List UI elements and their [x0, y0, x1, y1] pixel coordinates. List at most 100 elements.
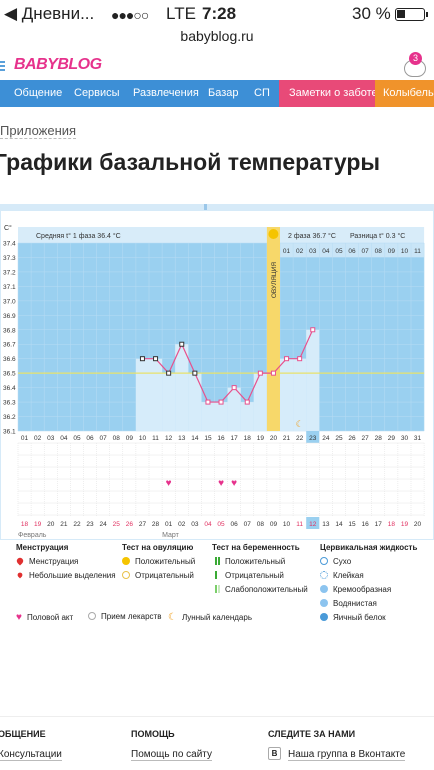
- intercourse-heart-icon: ♥: [231, 478, 237, 489]
- cycle-day-label: 16: [217, 435, 225, 442]
- horizontal-scrollbar[interactable]: [0, 204, 434, 210]
- phase2-day-label: 02: [296, 248, 304, 255]
- month-label: Март: [162, 532, 180, 539]
- drop-filled-icon: [320, 613, 328, 621]
- calendar-date-label: 25: [113, 521, 121, 528]
- address-bar[interactable]: babyblog.ru: [180, 28, 254, 44]
- cycle-day-label: 02: [34, 435, 42, 442]
- cycle-day-label: 17: [231, 435, 239, 442]
- y-tick-label: 36.9: [3, 313, 16, 320]
- back-to-app-link[interactable]: ◀ Дневни...: [4, 4, 95, 23]
- calendar-date-label: 16: [362, 521, 370, 528]
- moon-icon: ☾: [168, 612, 177, 623]
- ovulation-band: [266, 227, 280, 431]
- intercourse-heart-icon: ♥: [218, 478, 224, 489]
- clock: 7:28: [202, 4, 237, 23]
- calendar-date-label: 24: [100, 521, 108, 528]
- calendar-date-label: 08: [257, 521, 265, 528]
- temperature-column: [306, 329, 320, 431]
- legend-preg-positive: Положительный: [212, 557, 285, 566]
- phase2-day-label: 04: [322, 248, 330, 255]
- nav-item-services[interactable]: Сервисы: [74, 87, 120, 99]
- footer-link-help[interactable]: Помощь по сайту: [131, 749, 212, 761]
- cycle-day-label: 31: [414, 435, 422, 442]
- calendar-date-label: 05: [217, 521, 225, 528]
- y-tick-label: 36.7: [3, 342, 16, 349]
- y-tick-label: 36.1: [3, 429, 16, 436]
- phase2-day-label: 09: [388, 248, 396, 255]
- legend-medication: Прием лекарств: [88, 612, 161, 621]
- calendar-date-label: 28: [152, 521, 160, 528]
- temperature-column: [227, 387, 241, 431]
- temperature-column: [175, 344, 189, 431]
- month-label: Февраль: [18, 532, 47, 539]
- cycle-day-label: 26: [348, 435, 356, 442]
- nav-item-care-notes[interactable]: Заметки о заботе: [279, 80, 378, 107]
- temperature-column: [240, 402, 254, 431]
- cycle-day-label: 01: [21, 435, 29, 442]
- cycle-day-label: 22: [296, 435, 304, 442]
- site-logo[interactable]: BABYBLOG: [14, 56, 102, 73]
- calendar-date-label: 11: [296, 521, 303, 528]
- footer-col-communication-title: ОБЩЕНИЕ: [0, 729, 46, 739]
- legend-cervical-creamy: Кремообразная: [320, 585, 391, 594]
- nav-item-bazaar[interactable]: Базар: [208, 87, 239, 99]
- ovulation-sun-icon: [268, 229, 279, 239]
- two-lines-icon: [215, 557, 217, 565]
- temperature-point: [284, 356, 290, 362]
- y-tick-label: 36.6: [3, 356, 16, 363]
- notification-badge: 3: [409, 52, 422, 65]
- phase2-day-label: 08: [375, 248, 383, 255]
- today-date-highlight: [306, 517, 320, 529]
- y-tick-label: 36.3: [3, 400, 16, 407]
- temperature-point: [192, 370, 198, 376]
- phase2-day-label: 07: [362, 248, 370, 255]
- temperature-point: [179, 341, 185, 347]
- signal-strength-icon: ●●●○○: [111, 7, 149, 23]
- y-tick-label: 37.3: [3, 255, 16, 262]
- nav-item-entertainment[interactable]: Развлечения: [133, 87, 199, 99]
- vk-icon[interactable]: B: [268, 747, 281, 760]
- battery-percent: 30 %: [352, 4, 391, 23]
- y-tick-label: 36.5: [3, 371, 16, 378]
- y-tick-label: 37.2: [3, 269, 16, 276]
- cycle-day-label: 24: [322, 435, 330, 442]
- ovulation-label: ОВУЛЯЦИЯ: [271, 262, 278, 299]
- chart-header-band: [18, 227, 425, 243]
- nav-item-sp[interactable]: СП: [254, 87, 270, 99]
- temperature-column: [293, 358, 307, 431]
- legend-pregnancy-title: Тест на беременность: [212, 543, 300, 552]
- small-drop-icon: [16, 571, 24, 579]
- nav-item-cradle[interactable]: Колыбель: [375, 80, 434, 107]
- menu-icon[interactable]: [0, 61, 5, 72]
- faint-lines-icon: [215, 585, 217, 593]
- temperature-point: [139, 356, 145, 362]
- calendar-date-label: 18: [388, 521, 396, 528]
- current-day-highlight: [306, 431, 320, 443]
- sun-icon: [122, 557, 130, 565]
- calendar-date-label: 01: [165, 521, 173, 528]
- temperature-column: [149, 358, 163, 431]
- cycle-day-label: 18: [244, 435, 252, 442]
- temperature-column: [253, 373, 267, 431]
- cycle-day-label: 27: [362, 435, 370, 442]
- calendar-date-label: 06: [231, 521, 239, 528]
- temperature-point: [297, 356, 303, 362]
- temperature-point: [231, 385, 237, 391]
- empty-circle-icon: [122, 571, 130, 579]
- temperature-point: [205, 399, 211, 405]
- legend-preg-negative: Отрицательный: [212, 571, 284, 580]
- legend-intercourse: ♥ Половой акт: [16, 612, 74, 623]
- bbt-chart-svg: Средняя t° 1 фаза 36.4 °C 2 фаза 36.7 °C Р…: [0, 210, 434, 540]
- temperature-column: [135, 358, 149, 431]
- footer-col-follow-title: СЛЕДИТЕ ЗА НАМИ: [268, 729, 356, 739]
- footer-link-consultations[interactable]: Консультации: [0, 749, 62, 761]
- phase2-day-row: [280, 243, 425, 257]
- calendar-date-label: 14: [335, 521, 343, 528]
- nav-item-communication[interactable]: Общение: [14, 87, 63, 99]
- footer-link-vk[interactable]: Наша группа в Вконтакте: [288, 749, 406, 761]
- calendar-date-label: 27: [139, 521, 147, 528]
- breadcrumb[interactable]: Приложения: [0, 123, 77, 139]
- calendar-date-label: 09: [270, 521, 278, 528]
- cycle-day-label: 20: [270, 435, 278, 442]
